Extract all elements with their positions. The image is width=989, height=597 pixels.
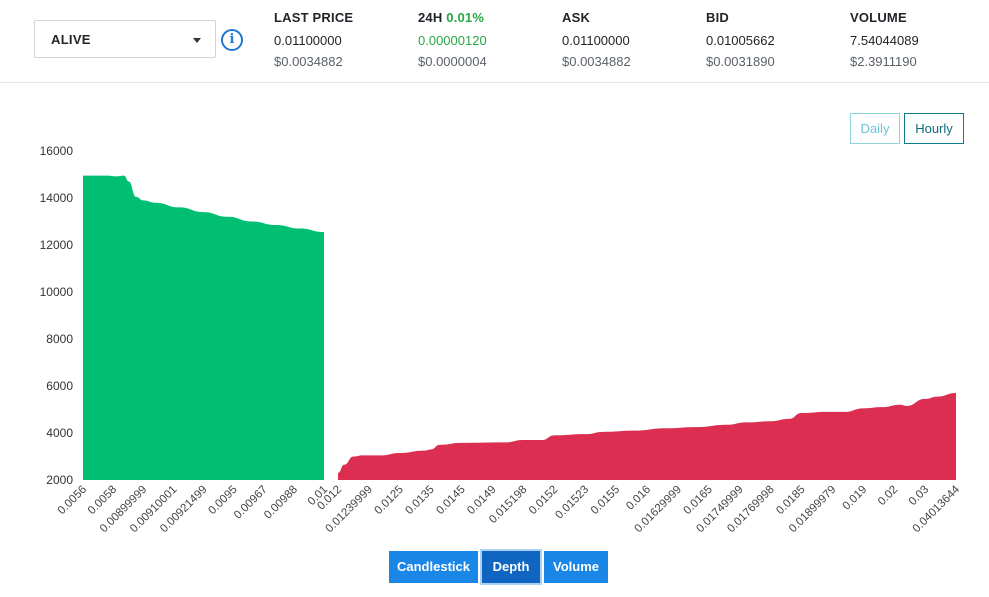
y-tick-label: 12000	[40, 238, 74, 252]
x-tick-label: 0.019	[841, 484, 870, 513]
stat-24h-percent: 0.01%	[446, 10, 485, 25]
stat-bid-value: 0.01005662	[706, 33, 775, 48]
volume-button[interactable]: Volume	[544, 551, 608, 583]
stat-ask-value: 0.01100000	[562, 33, 630, 48]
depth-button[interactable]: Depth	[482, 551, 540, 583]
bids-depth-area	[83, 175, 324, 481]
stat-volume: VOLUME 7.54044089 $2.3911190	[850, 10, 919, 72]
x-tick-label: 0.00988	[262, 484, 300, 522]
y-tick-label: 6000	[46, 379, 73, 393]
y-tick-label: 8000	[46, 332, 73, 346]
chevron-down-icon	[193, 38, 201, 43]
stat-bid: BID 0.01005662 $0.0031890	[706, 10, 775, 72]
stat-bid-title: BID	[706, 10, 729, 25]
stat-volume-title: VOLUME	[850, 10, 907, 25]
x-tick-label: 0.01523	[553, 484, 591, 522]
daily-button[interactable]: Daily	[850, 113, 900, 144]
y-tick-label: 10000	[40, 285, 74, 299]
stat-last-price-value: 0.01100000	[274, 33, 342, 48]
stat-24h-change: 24H 0.01% 0.00000120 $0.0000004	[418, 10, 487, 72]
x-tick-label: 0.0145	[434, 484, 467, 517]
stat-ask-title: ASK	[562, 10, 591, 25]
stat-last-price: LAST PRICE 0.01100000 $0.0034882	[274, 10, 353, 72]
market-header: ALIVE i LAST PRICE 0.01100000 $0.0034882…	[0, 0, 989, 83]
y-axis: 2000 4000 6000 8000 10000 12000 14000 16000	[40, 144, 74, 487]
stat-last-price-title: LAST PRICE	[274, 10, 354, 25]
asks-depth-area	[338, 393, 956, 480]
y-tick-label: 4000	[46, 426, 73, 440]
x-axis-asks: 0.0120.012399990.01250.01350.01450.01490…	[315, 483, 962, 535]
pair-selector-label: ALIVE	[51, 32, 91, 47]
stat-24h-title: 24H 0.01%	[418, 10, 487, 28]
hourly-button[interactable]: Hourly	[904, 113, 964, 144]
x-tick-label: 0.02	[876, 484, 900, 508]
x-tick-label: 0.016	[624, 484, 653, 513]
stat-volume-value: 7.54044089	[850, 33, 919, 48]
stat-volume-usd: $2.3911190	[850, 54, 917, 69]
stat-ask-usd: $0.0034882	[562, 54, 631, 69]
candlestick-button[interactable]: Candlestick	[389, 551, 478, 583]
stat-ask: ASK 0.01100000 $0.0034882	[562, 10, 631, 72]
x-tick-label: 0.0155	[589, 484, 622, 517]
pair-selector[interactable]: ALIVE	[34, 20, 216, 58]
x-tick-label: 0.0125	[373, 484, 406, 517]
stat-bid-usd: $0.0031890	[706, 54, 775, 69]
x-tick-label: 0.03	[907, 484, 931, 508]
stat-24h-label: 24H	[418, 10, 443, 25]
x-tick-label: 0.0135	[403, 484, 436, 517]
y-tick-label: 14000	[40, 191, 74, 205]
stat-last-price-usd: $0.0034882	[274, 54, 343, 69]
y-tick-label: 2000	[46, 473, 73, 487]
y-tick-label: 16000	[40, 144, 74, 158]
stat-24h-value: 0.00000120	[418, 33, 487, 48]
x-axis-bids: 0.00560.00580.008999990.009100010.009214…	[56, 484, 330, 535]
info-circle-icon[interactable]: i	[221, 29, 243, 51]
stat-24h-usd: $0.0000004	[418, 54, 487, 69]
x-tick-label: 0.0056	[56, 484, 89, 517]
